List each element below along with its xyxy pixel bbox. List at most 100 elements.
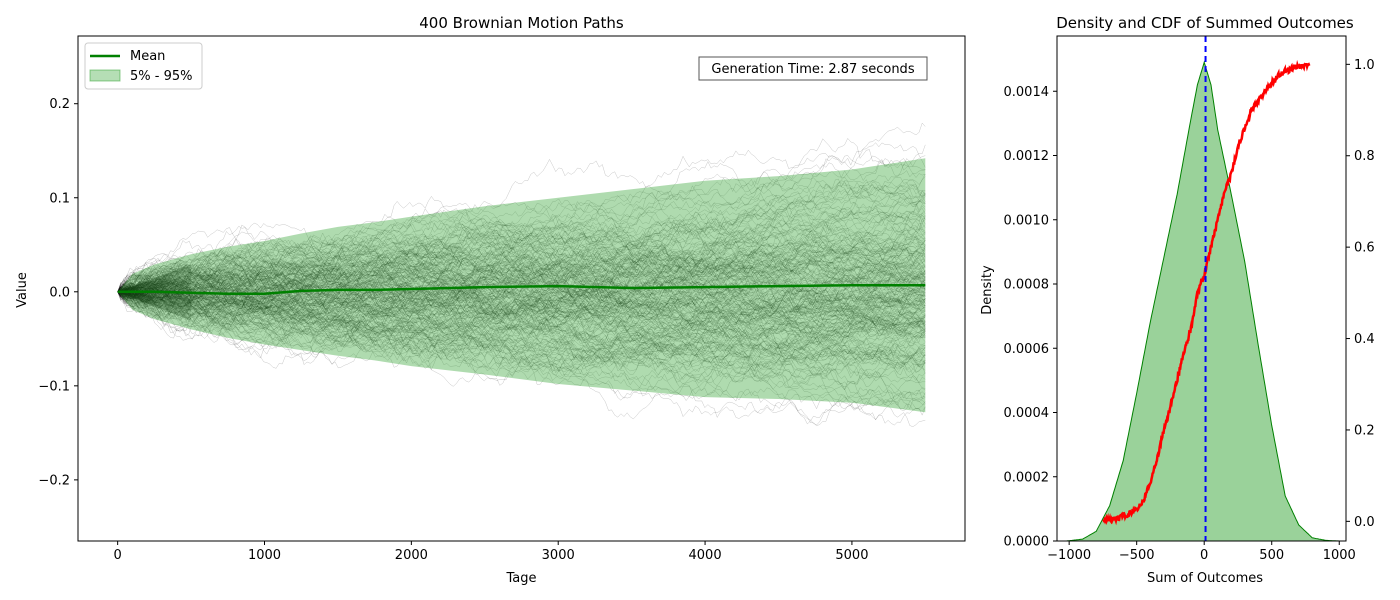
brownian-path bbox=[117, 259, 926, 298]
brownian-path bbox=[117, 287, 926, 385]
chart2-title: Density and CDF of Summed Outcomes bbox=[1056, 14, 1354, 32]
brownian-path bbox=[117, 246, 926, 314]
brownian-path bbox=[117, 239, 926, 301]
brownian-path bbox=[117, 238, 926, 308]
brownian-path bbox=[117, 249, 926, 315]
brownian-path bbox=[117, 278, 926, 374]
chart2-plot-area bbox=[1066, 36, 1340, 542]
brownian-path bbox=[117, 233, 926, 343]
chart1-y-ticks: −0.2 −0.1 0.0 0.1 0.2 bbox=[38, 97, 78, 488]
brownian-path bbox=[117, 234, 926, 337]
brownian-path bbox=[117, 246, 926, 298]
brownian-path bbox=[117, 282, 926, 337]
brownian-path bbox=[117, 286, 926, 390]
brownian-path bbox=[117, 241, 926, 309]
y-tick-label: 0.0014 bbox=[1004, 85, 1050, 100]
brownian-path bbox=[117, 190, 926, 292]
density-cdf-chart: Density and CDF of Summed Outcomes −1000… bbox=[980, 14, 1375, 586]
brownian-path bbox=[117, 285, 926, 369]
y-tick-label: 0.2 bbox=[49, 97, 70, 112]
percentile-band bbox=[117, 158, 926, 413]
right-y-tick-label: 0.8 bbox=[1354, 149, 1375, 164]
brownian-path bbox=[117, 271, 926, 317]
brownian-path bbox=[117, 268, 926, 333]
chart2-y-ticks: 0.0000 0.0002 0.0004 0.0006 0.0008 0.0010 0.00… bbox=[1004, 85, 1057, 550]
brownian-path bbox=[117, 223, 926, 314]
chart1-x-ticks: 0 1000 2000 3000 4000 5000 bbox=[114, 541, 868, 563]
brownian-path bbox=[117, 252, 926, 343]
brownian-path bbox=[117, 265, 926, 342]
brownian-path bbox=[117, 207, 926, 301]
brownian-path bbox=[117, 239, 926, 316]
brownian-path bbox=[117, 288, 926, 378]
brownian-path bbox=[117, 221, 926, 295]
y-tick-label: 0.0 bbox=[49, 285, 70, 300]
brownian-path bbox=[117, 219, 926, 351]
brownian-path bbox=[117, 254, 926, 313]
brownian-path bbox=[117, 267, 926, 349]
brownian-path bbox=[117, 291, 926, 388]
brownian-path bbox=[117, 263, 926, 343]
brownian-path bbox=[117, 285, 926, 427]
y-tick-label: 0.0006 bbox=[1004, 342, 1050, 357]
brownian-path bbox=[117, 258, 926, 361]
brownian-path bbox=[117, 283, 926, 386]
x-tick-label: 2000 bbox=[395, 548, 428, 563]
brownian-path bbox=[117, 222, 926, 298]
brownian-path bbox=[117, 247, 926, 332]
brownian-path bbox=[117, 196, 926, 296]
mean-line-path bbox=[117, 283, 926, 295]
brownian-path bbox=[117, 205, 926, 303]
brownian-path bbox=[117, 267, 926, 427]
brownian-path bbox=[117, 242, 926, 341]
brownian-path bbox=[117, 283, 926, 358]
brownian-path bbox=[117, 220, 926, 297]
brownian-path-core bbox=[117, 291, 192, 310]
brownian-path bbox=[117, 259, 926, 361]
brownian-path bbox=[117, 267, 926, 324]
brownian-path-core bbox=[117, 281, 192, 293]
brownian-path bbox=[117, 251, 926, 314]
brownian-path bbox=[117, 162, 926, 293]
brownian-path bbox=[117, 282, 926, 360]
brownian-path bbox=[117, 240, 926, 311]
brownian-path bbox=[117, 253, 926, 305]
brownian-path bbox=[117, 258, 926, 371]
brownian-path bbox=[117, 291, 926, 355]
x-tick-label: 1000 bbox=[248, 548, 281, 563]
brownian-path bbox=[117, 218, 926, 323]
brownian-path bbox=[117, 257, 926, 312]
brownian-path bbox=[117, 243, 926, 326]
brownian-path bbox=[117, 233, 926, 328]
brownian-path bbox=[117, 206, 926, 297]
brownian-path bbox=[117, 195, 926, 293]
y-tick-label: 0.0000 bbox=[1004, 535, 1050, 550]
brownian-path bbox=[117, 249, 926, 333]
brownian-path bbox=[117, 252, 926, 320]
brownian-path bbox=[117, 288, 926, 411]
brownian-path-core bbox=[117, 291, 192, 314]
brownian-path bbox=[117, 268, 926, 338]
brownian-path bbox=[117, 254, 926, 318]
brownian-path bbox=[117, 272, 926, 317]
brownian-path bbox=[117, 226, 926, 297]
brownian-path bbox=[117, 239, 926, 302]
chart1-x-label: Tage bbox=[505, 571, 536, 586]
brownian-path bbox=[117, 184, 926, 316]
x-tick-label: 1000 bbox=[1323, 548, 1356, 563]
brownian-path bbox=[117, 247, 926, 337]
brownian-paths-chart: 400 Brownian Motion Paths 0 1000 2000 3000 4… bbox=[15, 14, 966, 586]
brownian-path bbox=[117, 258, 926, 318]
right-y-tick-label: 0.6 bbox=[1354, 241, 1375, 256]
brownian-path bbox=[117, 179, 926, 313]
brownian-path bbox=[117, 219, 926, 309]
brownian-path bbox=[117, 281, 926, 365]
brownian-path-core bbox=[117, 264, 192, 293]
brownian-path bbox=[117, 239, 926, 320]
brownian-path bbox=[117, 186, 926, 297]
brownian-path bbox=[117, 187, 926, 292]
brownian-path bbox=[117, 274, 926, 348]
brownian-path bbox=[117, 245, 926, 341]
brownian-path bbox=[117, 211, 926, 336]
brownian-path bbox=[117, 254, 926, 301]
